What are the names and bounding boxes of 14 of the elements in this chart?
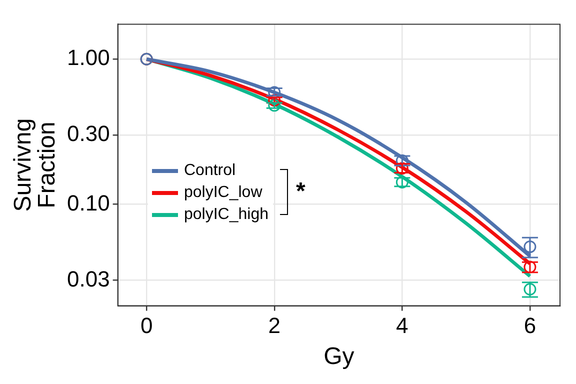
x-tick-label: 0 <box>140 313 153 338</box>
y-tick-label: 0.10 <box>66 190 110 216</box>
x-axis-title: Gy <box>324 343 354 370</box>
legend-label: polyIC_high <box>184 206 268 224</box>
x-tick-label: 6 <box>524 313 536 338</box>
y-tick-label: 1.00 <box>66 45 110 70</box>
legend-label: Control <box>184 162 236 180</box>
y-tick-label: 0.30 <box>66 121 110 146</box>
annotation: * <box>296 178 306 206</box>
y-axis-title: Survivng Fraction <box>10 118 61 212</box>
legend-label: polyIC_low <box>184 184 262 202</box>
x-tick-label: 2 <box>268 313 280 338</box>
y-tick-label: 0.03 <box>66 266 110 292</box>
x-tick-label: 4 <box>396 313 408 338</box>
